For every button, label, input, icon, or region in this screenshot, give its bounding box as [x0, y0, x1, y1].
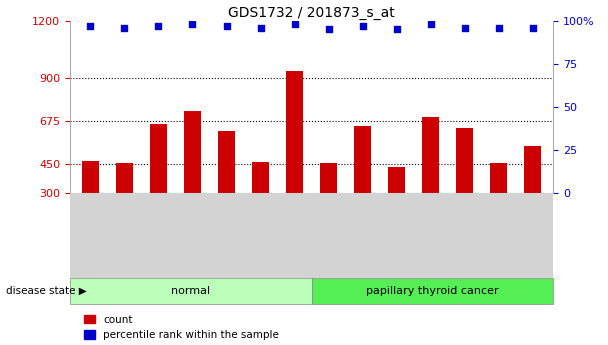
- Point: [358, 23, 367, 29]
- Point: [494, 25, 503, 30]
- Bar: [218, 131, 235, 193]
- Bar: [82, 161, 99, 193]
- Point: [290, 21, 300, 27]
- Point: [120, 25, 130, 30]
- Legend: count, percentile rank within the sample: count, percentile rank within the sample: [85, 315, 279, 340]
- Text: disease state ▶: disease state ▶: [6, 286, 87, 296]
- Point: [392, 27, 401, 32]
- Point: [188, 21, 198, 27]
- Bar: [116, 164, 133, 193]
- Point: [460, 25, 469, 30]
- Point: [323, 27, 333, 32]
- Bar: [354, 126, 371, 193]
- Bar: [184, 111, 201, 193]
- Bar: [490, 162, 507, 193]
- Point: [256, 25, 266, 30]
- Point: [426, 21, 435, 27]
- Point: [86, 23, 95, 29]
- Bar: [252, 161, 269, 193]
- Bar: [150, 124, 167, 193]
- Point: [222, 23, 232, 29]
- Point: [528, 25, 537, 30]
- Point: [154, 23, 164, 29]
- Bar: [524, 146, 541, 193]
- Bar: [422, 117, 439, 193]
- Title: GDS1732 / 201873_s_at: GDS1732 / 201873_s_at: [228, 6, 395, 20]
- Bar: [320, 164, 337, 193]
- Text: papillary thyroid cancer: papillary thyroid cancer: [366, 286, 499, 296]
- Bar: [388, 167, 405, 193]
- Bar: [456, 128, 473, 193]
- Text: normal: normal: [171, 286, 210, 296]
- Bar: [286, 70, 303, 193]
